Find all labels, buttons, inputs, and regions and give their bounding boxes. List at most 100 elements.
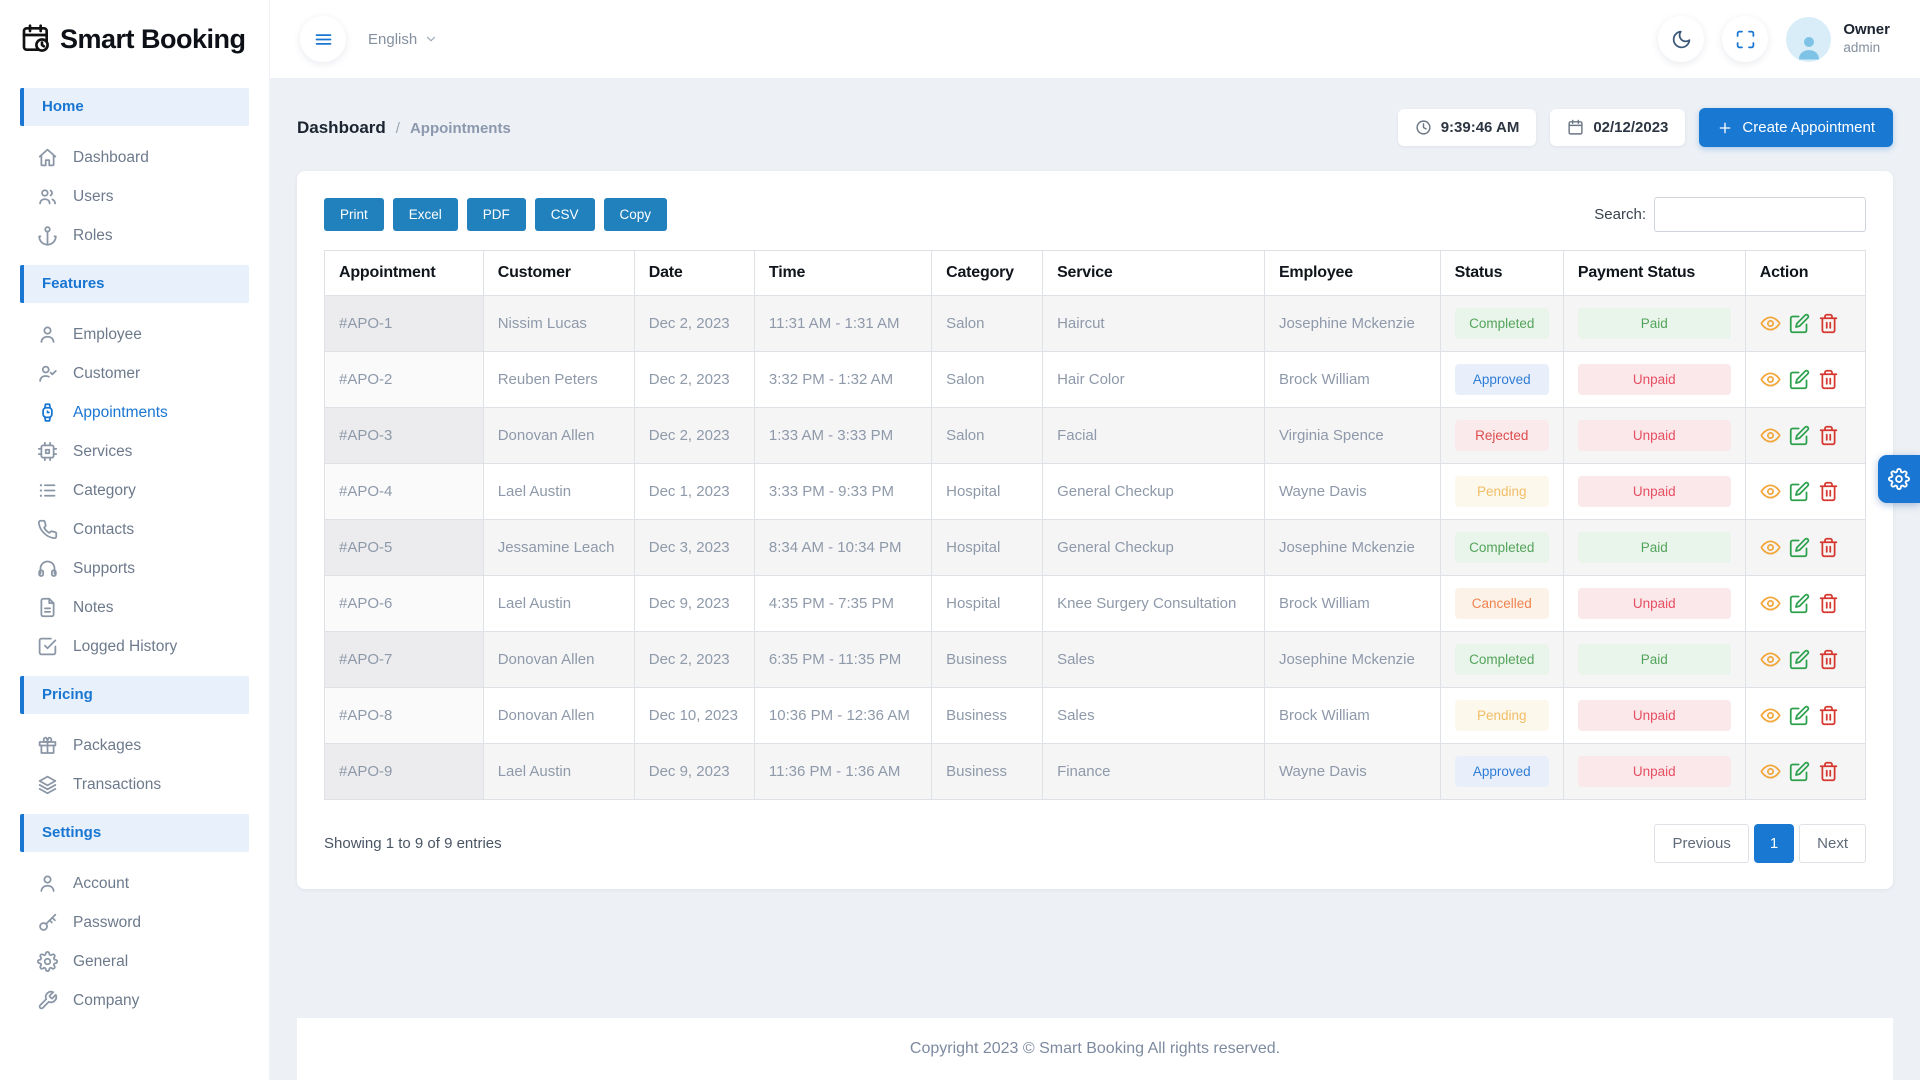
- appointment-id-cell: #APO-1: [324, 295, 484, 352]
- edit-button[interactable]: [1789, 313, 1810, 334]
- column-header-payment-status[interactable]: Payment Status: [1562, 250, 1746, 296]
- appointment-row-apo-7: #APO-7 Donovan Allen Dec 2, 2023 6:35 PM - …: [324, 631, 1867, 688]
- edit-button[interactable]: [1789, 481, 1810, 502]
- delete-button[interactable]: [1818, 593, 1839, 614]
- view-button[interactable]: [1760, 537, 1781, 558]
- export-excel-button[interactable]: Excel: [392, 198, 458, 231]
- view-button[interactable]: [1760, 705, 1781, 726]
- sidebar-item-company[interactable]: Company: [0, 981, 269, 1020]
- edit-button[interactable]: [1789, 593, 1810, 614]
- sidebar-item-transactions[interactable]: Transactions: [0, 765, 269, 804]
- column-header-appointment[interactable]: Appointment: [324, 250, 484, 296]
- breadcrumb-dashboard[interactable]: Dashboard: [297, 117, 386, 137]
- fullscreen-button[interactable]: [1722, 16, 1769, 62]
- check-square-icon: [37, 636, 58, 657]
- delete-button[interactable]: [1818, 705, 1839, 726]
- view-button[interactable]: [1760, 593, 1781, 614]
- edit-icon: [1789, 593, 1810, 614]
- breadcrumb-appointments: Appointments: [409, 119, 511, 137]
- view-button[interactable]: [1760, 649, 1781, 670]
- time-cell: 11:31 AM - 1:31 AM: [753, 295, 933, 352]
- category-cell: Business: [931, 687, 1044, 744]
- sidebar-item-contacts[interactable]: Contacts: [0, 510, 269, 549]
- column-header-date[interactable]: Date: [633, 250, 755, 296]
- action-cell: [1744, 575, 1867, 632]
- date-widget[interactable]: 02/12/2023: [1550, 109, 1686, 146]
- column-header-customer[interactable]: Customer: [482, 250, 635, 296]
- delete-button[interactable]: [1818, 761, 1839, 782]
- edit-icon: [1789, 369, 1810, 390]
- export-pdf-button[interactable]: PDF: [466, 198, 526, 231]
- previous-page-button[interactable]: Previous: [1654, 824, 1749, 863]
- appointment-id-cell: #APO-6: [324, 575, 484, 632]
- column-header-action[interactable]: Action: [1744, 250, 1867, 296]
- date-cell: Dec 9, 2023: [633, 743, 755, 800]
- trash-icon: [1818, 313, 1839, 334]
- edit-button[interactable]: [1789, 761, 1810, 782]
- sidebar-item-packages[interactable]: Packages: [0, 726, 269, 765]
- sidebar-item-supports[interactable]: Supports: [0, 549, 269, 588]
- page-footer: Copyright 2023 © Smart Booking All right…: [297, 1018, 1893, 1080]
- sidebar-item-dashboard[interactable]: Dashboard: [0, 138, 269, 177]
- dark-mode-toggle-button[interactable]: [1658, 16, 1705, 62]
- column-header-employee[interactable]: Employee: [1263, 250, 1441, 296]
- sidebar-item-category[interactable]: Category: [0, 471, 269, 510]
- sidebar-item-password[interactable]: Password: [0, 903, 269, 942]
- edit-button[interactable]: [1789, 425, 1810, 446]
- sidebar-item-account[interactable]: Account: [0, 864, 269, 903]
- view-button[interactable]: [1760, 481, 1781, 502]
- app-logo[interactable]: Smart Booking: [0, 0, 269, 78]
- sidebar-item-general[interactable]: General: [0, 942, 269, 981]
- export-copy-button[interactable]: Copy: [603, 198, 668, 231]
- search-input[interactable]: [1654, 197, 1866, 232]
- trash-icon: [1818, 481, 1839, 502]
- delete-button[interactable]: [1818, 369, 1839, 390]
- sidebar-item-logged-history[interactable]: Logged History: [0, 627, 269, 666]
- export-csv-button[interactable]: CSV: [534, 198, 595, 231]
- delete-button[interactable]: [1818, 481, 1839, 502]
- customer-cell: Lael Austin: [482, 743, 635, 800]
- appointment-row-apo-2: #APO-2 Reuben Peters Dec 2, 2023 3:32 PM - …: [324, 351, 1867, 408]
- status-cell: Rejected: [1439, 407, 1564, 464]
- status-cell: Approved: [1439, 351, 1564, 408]
- next-page-button[interactable]: Next: [1799, 824, 1866, 863]
- pagination: Previous 1 Next: [1654, 824, 1866, 863]
- sidebar-item-notes[interactable]: Notes: [0, 588, 269, 627]
- eye-icon: [1760, 481, 1781, 502]
- create-appointment-button[interactable]: Create Appointment: [1699, 108, 1893, 147]
- view-button[interactable]: [1760, 761, 1781, 782]
- appointments-card: Print Excel PDF CSV Copy Search: Appointment…: [297, 171, 1893, 889]
- page-1-button[interactable]: 1: [1753, 824, 1795, 863]
- column-header-time[interactable]: Time: [753, 250, 933, 296]
- edit-button[interactable]: [1789, 369, 1810, 390]
- column-header-status[interactable]: Status: [1439, 250, 1564, 296]
- view-button[interactable]: [1760, 369, 1781, 390]
- language-selector[interactable]: English: [368, 31, 438, 48]
- export-print-button[interactable]: Print: [324, 198, 384, 231]
- view-button[interactable]: [1760, 313, 1781, 334]
- sidebar-item-users[interactable]: Users: [0, 177, 269, 216]
- edit-button[interactable]: [1789, 537, 1810, 558]
- sidebar-item-appointments[interactable]: Appointments: [0, 393, 269, 432]
- payment-status-badge: Unpaid: [1577, 700, 1731, 731]
- employee-cell: Brock William: [1263, 687, 1441, 744]
- edit-button[interactable]: [1789, 705, 1810, 726]
- wrench-icon: [37, 990, 58, 1011]
- action-cell: [1744, 351, 1867, 408]
- sidebar-item-roles[interactable]: Roles: [0, 216, 269, 255]
- edit-button[interactable]: [1789, 649, 1810, 670]
- user-menu[interactable]: Owner admin: [1786, 16, 1890, 62]
- delete-button[interactable]: [1818, 649, 1839, 670]
- view-button[interactable]: [1760, 425, 1781, 446]
- delete-button[interactable]: [1818, 425, 1839, 446]
- sidebar-item-employee[interactable]: Employee: [0, 315, 269, 354]
- theme-settings-button[interactable]: [1878, 455, 1920, 503]
- delete-button[interactable]: [1818, 537, 1839, 558]
- delete-button[interactable]: [1818, 313, 1839, 334]
- sidebar-item-services[interactable]: Services: [0, 432, 269, 471]
- menu-toggle-button[interactable]: [300, 16, 346, 62]
- sidebar-item-customer[interactable]: Customer: [0, 354, 269, 393]
- date-cell: Dec 9, 2023: [633, 575, 755, 632]
- column-header-service[interactable]: Service: [1042, 250, 1265, 296]
- column-header-category[interactable]: Category: [931, 250, 1044, 296]
